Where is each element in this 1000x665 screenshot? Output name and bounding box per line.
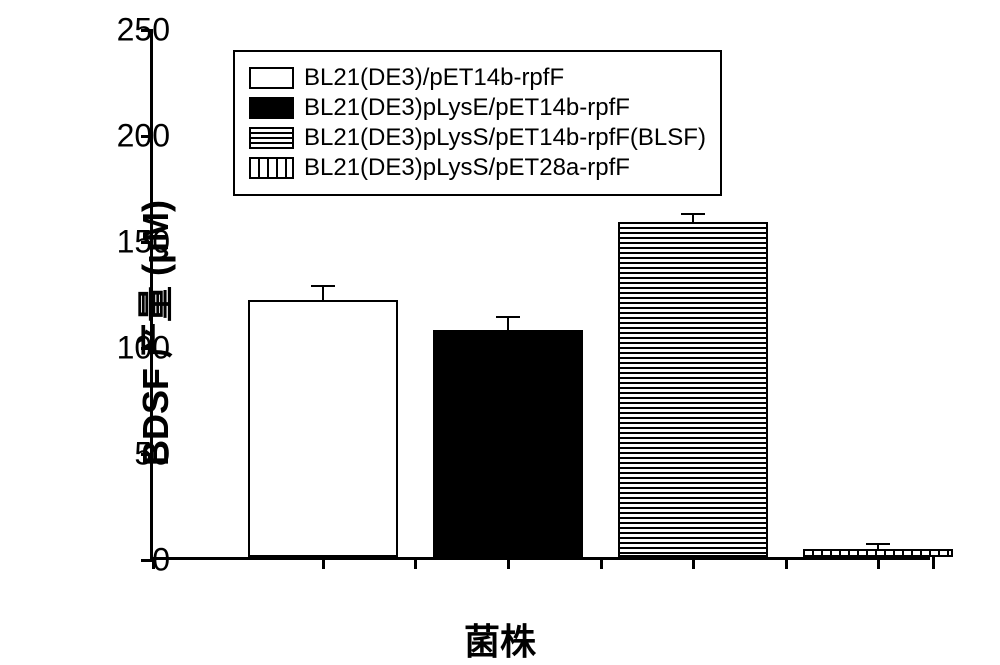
legend-label: BL21(DE3)/pET14b-rpfF [304,64,564,92]
bar-0 [248,300,398,557]
x-tick [600,557,603,569]
error-cap [681,213,705,215]
x-tick [692,557,695,569]
bar-3 [803,549,953,557]
x-tick [932,557,935,569]
x-tick [507,557,510,569]
error-cap [496,316,520,318]
legend: BL21(DE3)/pET14b-rpfFBL21(DE3)pLysE/pET1… [233,50,722,196]
legend-row: BL21(DE3)pLysS/pET14b-rpfF(BLSF) [249,124,706,152]
legend-label: BL21(DE3)pLysE/pET14b-rpfF [304,94,630,122]
legend-label: BL21(DE3)pLysS/pET14b-rpfF(BLSF) [304,124,706,152]
chart-container: BL21(DE3)/pET14b-rpfFBL21(DE3)pLysE/pET1… [130,20,950,580]
legend-row: BL21(DE3)pLysS/pET28a-rpfF [249,154,706,182]
error-cap [866,543,890,545]
y-tick-label: 150 [117,224,170,261]
x-tick [785,557,788,569]
error-bar [692,214,694,222]
x-tick [414,557,417,569]
bar-2 [618,222,768,557]
y-tick-label: 0 [152,542,170,579]
legend-swatch [249,97,294,119]
x-tick [322,557,325,569]
error-bar [507,317,509,330]
legend-swatch [249,127,294,149]
error-cap [311,285,335,287]
x-tick [877,557,880,569]
error-bar [322,286,324,301]
legend-swatch [249,157,294,179]
y-tick-label: 100 [117,330,170,367]
legend-row: BL21(DE3)/pET14b-rpfF [249,64,706,92]
legend-swatch [249,67,294,89]
legend-row: BL21(DE3)pLysE/pET14b-rpfF [249,94,706,122]
plot-area: BL21(DE3)/pET14b-rpfFBL21(DE3)pLysE/pET1… [150,30,930,560]
y-tick-label: 50 [134,436,170,473]
y-tick-label: 200 [117,118,170,155]
y-tick-label: 250 [117,12,170,49]
bar-1 [433,330,583,557]
legend-label: BL21(DE3)pLysS/pET28a-rpfF [304,154,630,182]
x-axis-label: 菌株 [464,613,536,665]
